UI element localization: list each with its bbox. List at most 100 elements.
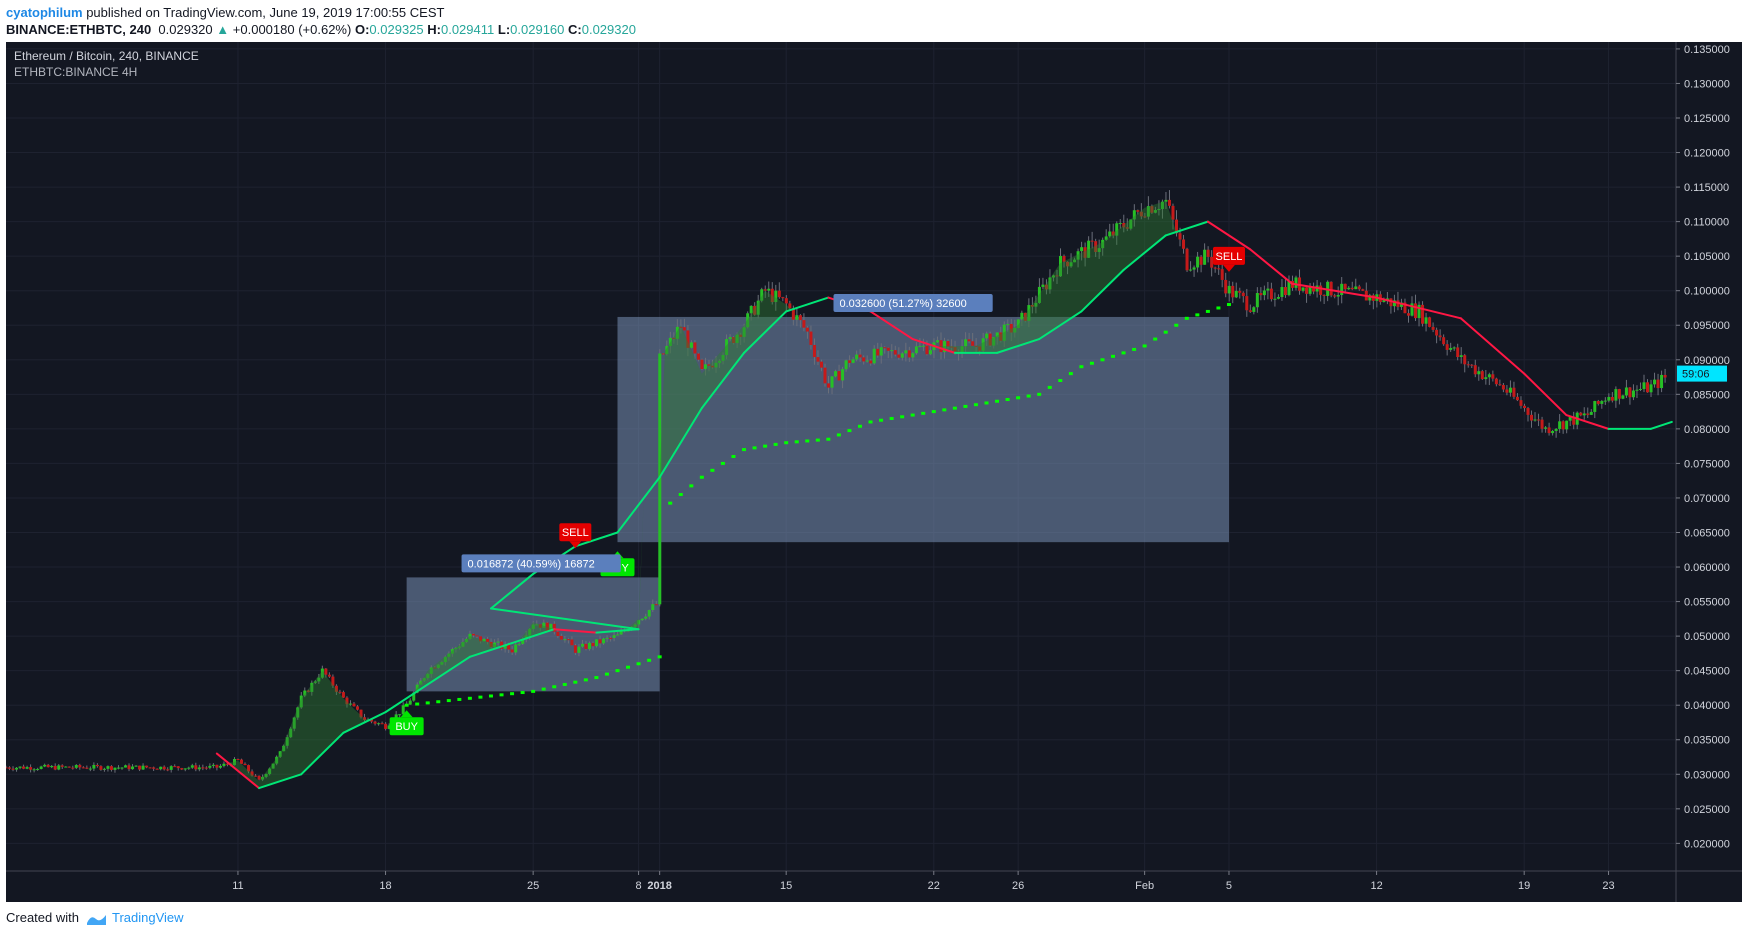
candle-body	[482, 638, 486, 642]
candle-body	[204, 767, 208, 769]
candle-body	[1368, 295, 1372, 301]
price-tick-label: 0.120000	[1684, 148, 1730, 160]
candle-body	[18, 766, 22, 768]
range-label: 0.016872 (40.59%) 16872	[468, 558, 595, 570]
stop-dot	[1037, 392, 1042, 396]
candle-body	[285, 737, 289, 746]
candle-body	[960, 346, 964, 354]
candle-body	[1108, 231, 1112, 237]
candle-body	[774, 290, 778, 303]
stop-dot	[1226, 303, 1231, 307]
close-value: 0.029320	[581, 22, 636, 37]
candle-body	[257, 775, 261, 780]
candle-body	[665, 345, 669, 355]
author-link[interactable]: cyatophilum	[6, 5, 83, 20]
candle-body	[359, 709, 363, 718]
candle-body	[127, 765, 131, 770]
buy-label-bg	[389, 717, 424, 736]
candle-body	[1101, 239, 1105, 249]
candle-body	[1660, 374, 1664, 389]
candle-body	[967, 339, 971, 342]
stop-dot	[699, 475, 704, 479]
candle-body	[1445, 344, 1449, 350]
candle-body	[15, 767, 19, 770]
range-labels: 0.016872 (40.59%) 16872 0.032600 (51.27%)…	[461, 293, 993, 573]
candle-body	[728, 337, 732, 340]
candle-body	[858, 354, 862, 358]
candle-body	[1009, 323, 1013, 333]
stop-dot	[763, 444, 768, 448]
candle-body	[911, 353, 915, 358]
stop-dot	[457, 697, 462, 701]
candle-body	[784, 298, 788, 304]
price-chart[interactable]: BUYSELLBUYSELL 0.016872 (40.59%) 168720.…	[6, 42, 1742, 902]
candle-body	[1111, 231, 1115, 236]
stop-dot	[1111, 354, 1116, 358]
candle-body	[703, 364, 707, 370]
candle-body	[1480, 371, 1484, 380]
price-axis[interactable]: 0.135000 0.130000 0.125000 0.120000 0.115000…	[1676, 44, 1730, 850]
candle-body	[109, 766, 113, 770]
arrow-up-icon: ▲	[216, 22, 230, 37]
candle-body	[682, 327, 686, 331]
time-axis[interactable]: 11 18 25 2018 8 15 22 26 Feb 5 12 19 23	[232, 871, 1615, 892]
candle-body	[162, 766, 166, 770]
candle-body	[377, 723, 381, 725]
close-label: C:	[568, 22, 582, 37]
candle-body	[1037, 286, 1041, 303]
candle-body	[1136, 210, 1140, 212]
candle-body	[1016, 319, 1020, 329]
candle-body	[1558, 421, 1562, 429]
candle-body	[521, 639, 525, 644]
candle-body	[243, 763, 247, 766]
candle-body	[422, 678, 426, 681]
candle-body	[1199, 256, 1203, 265]
candle-body	[152, 767, 156, 769]
candle-body	[1452, 347, 1456, 349]
candle-body	[334, 685, 338, 692]
candle-body	[1051, 275, 1055, 278]
stop-dot	[1195, 313, 1200, 317]
candle-body	[609, 637, 613, 639]
stop-dot	[847, 429, 852, 433]
candle-body	[517, 643, 521, 645]
stop-dot	[668, 501, 673, 505]
candle-body	[672, 337, 676, 339]
candle-body	[1361, 289, 1365, 291]
candle-body	[732, 337, 736, 343]
candle-body	[1526, 408, 1530, 415]
candle-body	[401, 705, 405, 715]
candle-body	[447, 653, 451, 657]
candle-body	[356, 706, 360, 710]
candle-body	[1392, 300, 1396, 307]
candle-body	[289, 728, 293, 738]
time-tick-label: Feb	[1135, 880, 1154, 892]
stop-dot	[499, 693, 504, 697]
countdown-text: 59:06	[1682, 369, 1710, 381]
stop-dot	[510, 692, 515, 696]
sell-arrow	[1222, 264, 1235, 272]
candle-body	[1238, 290, 1242, 293]
candle-body	[1449, 347, 1453, 350]
candle-body	[1322, 294, 1326, 296]
candle-body	[503, 644, 507, 649]
candle-body	[802, 320, 806, 328]
candle-body	[320, 668, 324, 678]
candle-body	[116, 767, 120, 769]
candle-body	[848, 360, 852, 363]
candle-body	[461, 642, 465, 647]
tradingview-brand[interactable]: TradingView	[112, 910, 184, 925]
ma-segment	[1649, 420, 1673, 430]
candle-body	[1329, 281, 1333, 296]
candle-body	[99, 766, 103, 770]
candle-body	[900, 353, 904, 358]
price-tick-label: 0.020000	[1684, 838, 1730, 850]
moving-average	[90, 200, 1673, 790]
stop-dot	[520, 691, 525, 695]
stop-dot	[731, 455, 736, 458]
candle-body	[500, 641, 504, 649]
candle-body	[113, 767, 117, 770]
candle-body	[1410, 303, 1414, 316]
candle-body	[1596, 401, 1600, 404]
candle-body	[869, 360, 873, 364]
